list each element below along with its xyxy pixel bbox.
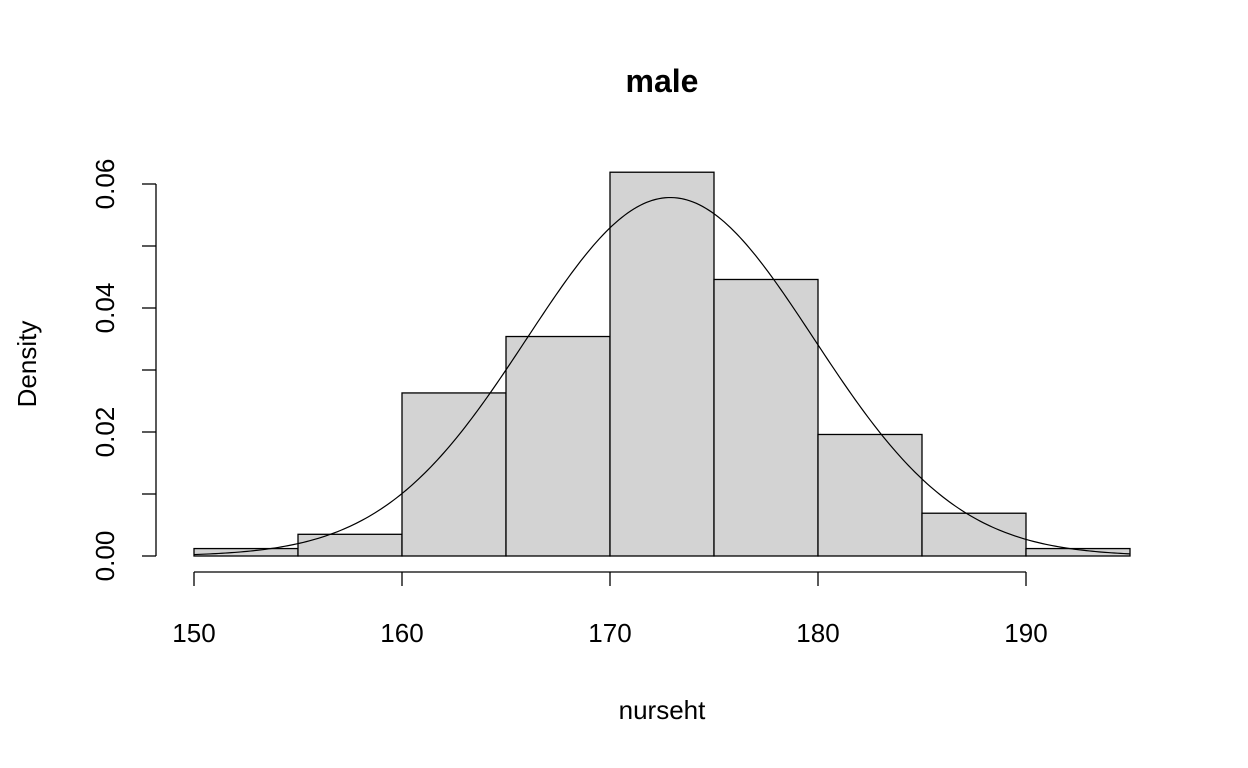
y-tick-label-6: 0.06 [90, 159, 120, 210]
histogram-bar-2 [401, 392, 507, 557]
bars-layer [193, 171, 1131, 557]
x-tick-label-4: 190 [1004, 618, 1047, 648]
y-tick-label-4: 0.04 [90, 283, 120, 334]
histogram-bar-0 [193, 547, 299, 557]
histogram-bar-8 [1025, 547, 1131, 557]
x-axis: 150 160 170 180 190 [172, 571, 1048, 648]
y-tick-label-2: 0.02 [90, 407, 120, 458]
x-axis-label: nurseht [619, 695, 706, 725]
histogram-bar-7 [921, 512, 1027, 557]
histogram-bar-6 [817, 433, 923, 557]
y-tick-label-0: 0.00 [90, 531, 120, 582]
histogram-bar-5 [713, 278, 819, 557]
x-tick-label-3: 180 [796, 618, 839, 648]
chart-title: male [626, 63, 699, 99]
histogram-bar-1 [297, 533, 403, 557]
density-curve [193, 196, 1131, 556]
x-tick-label-2: 170 [588, 618, 631, 648]
y-axis-label: Density [12, 321, 42, 408]
x-tick-label-0: 150 [172, 618, 215, 648]
histogram-bar-3 [505, 335, 611, 557]
x-tick-label-1: 160 [380, 618, 423, 648]
y-axis: 0.00 0.02 0.04 0.06 [90, 159, 157, 582]
histogram-bar-4 [609, 171, 715, 557]
